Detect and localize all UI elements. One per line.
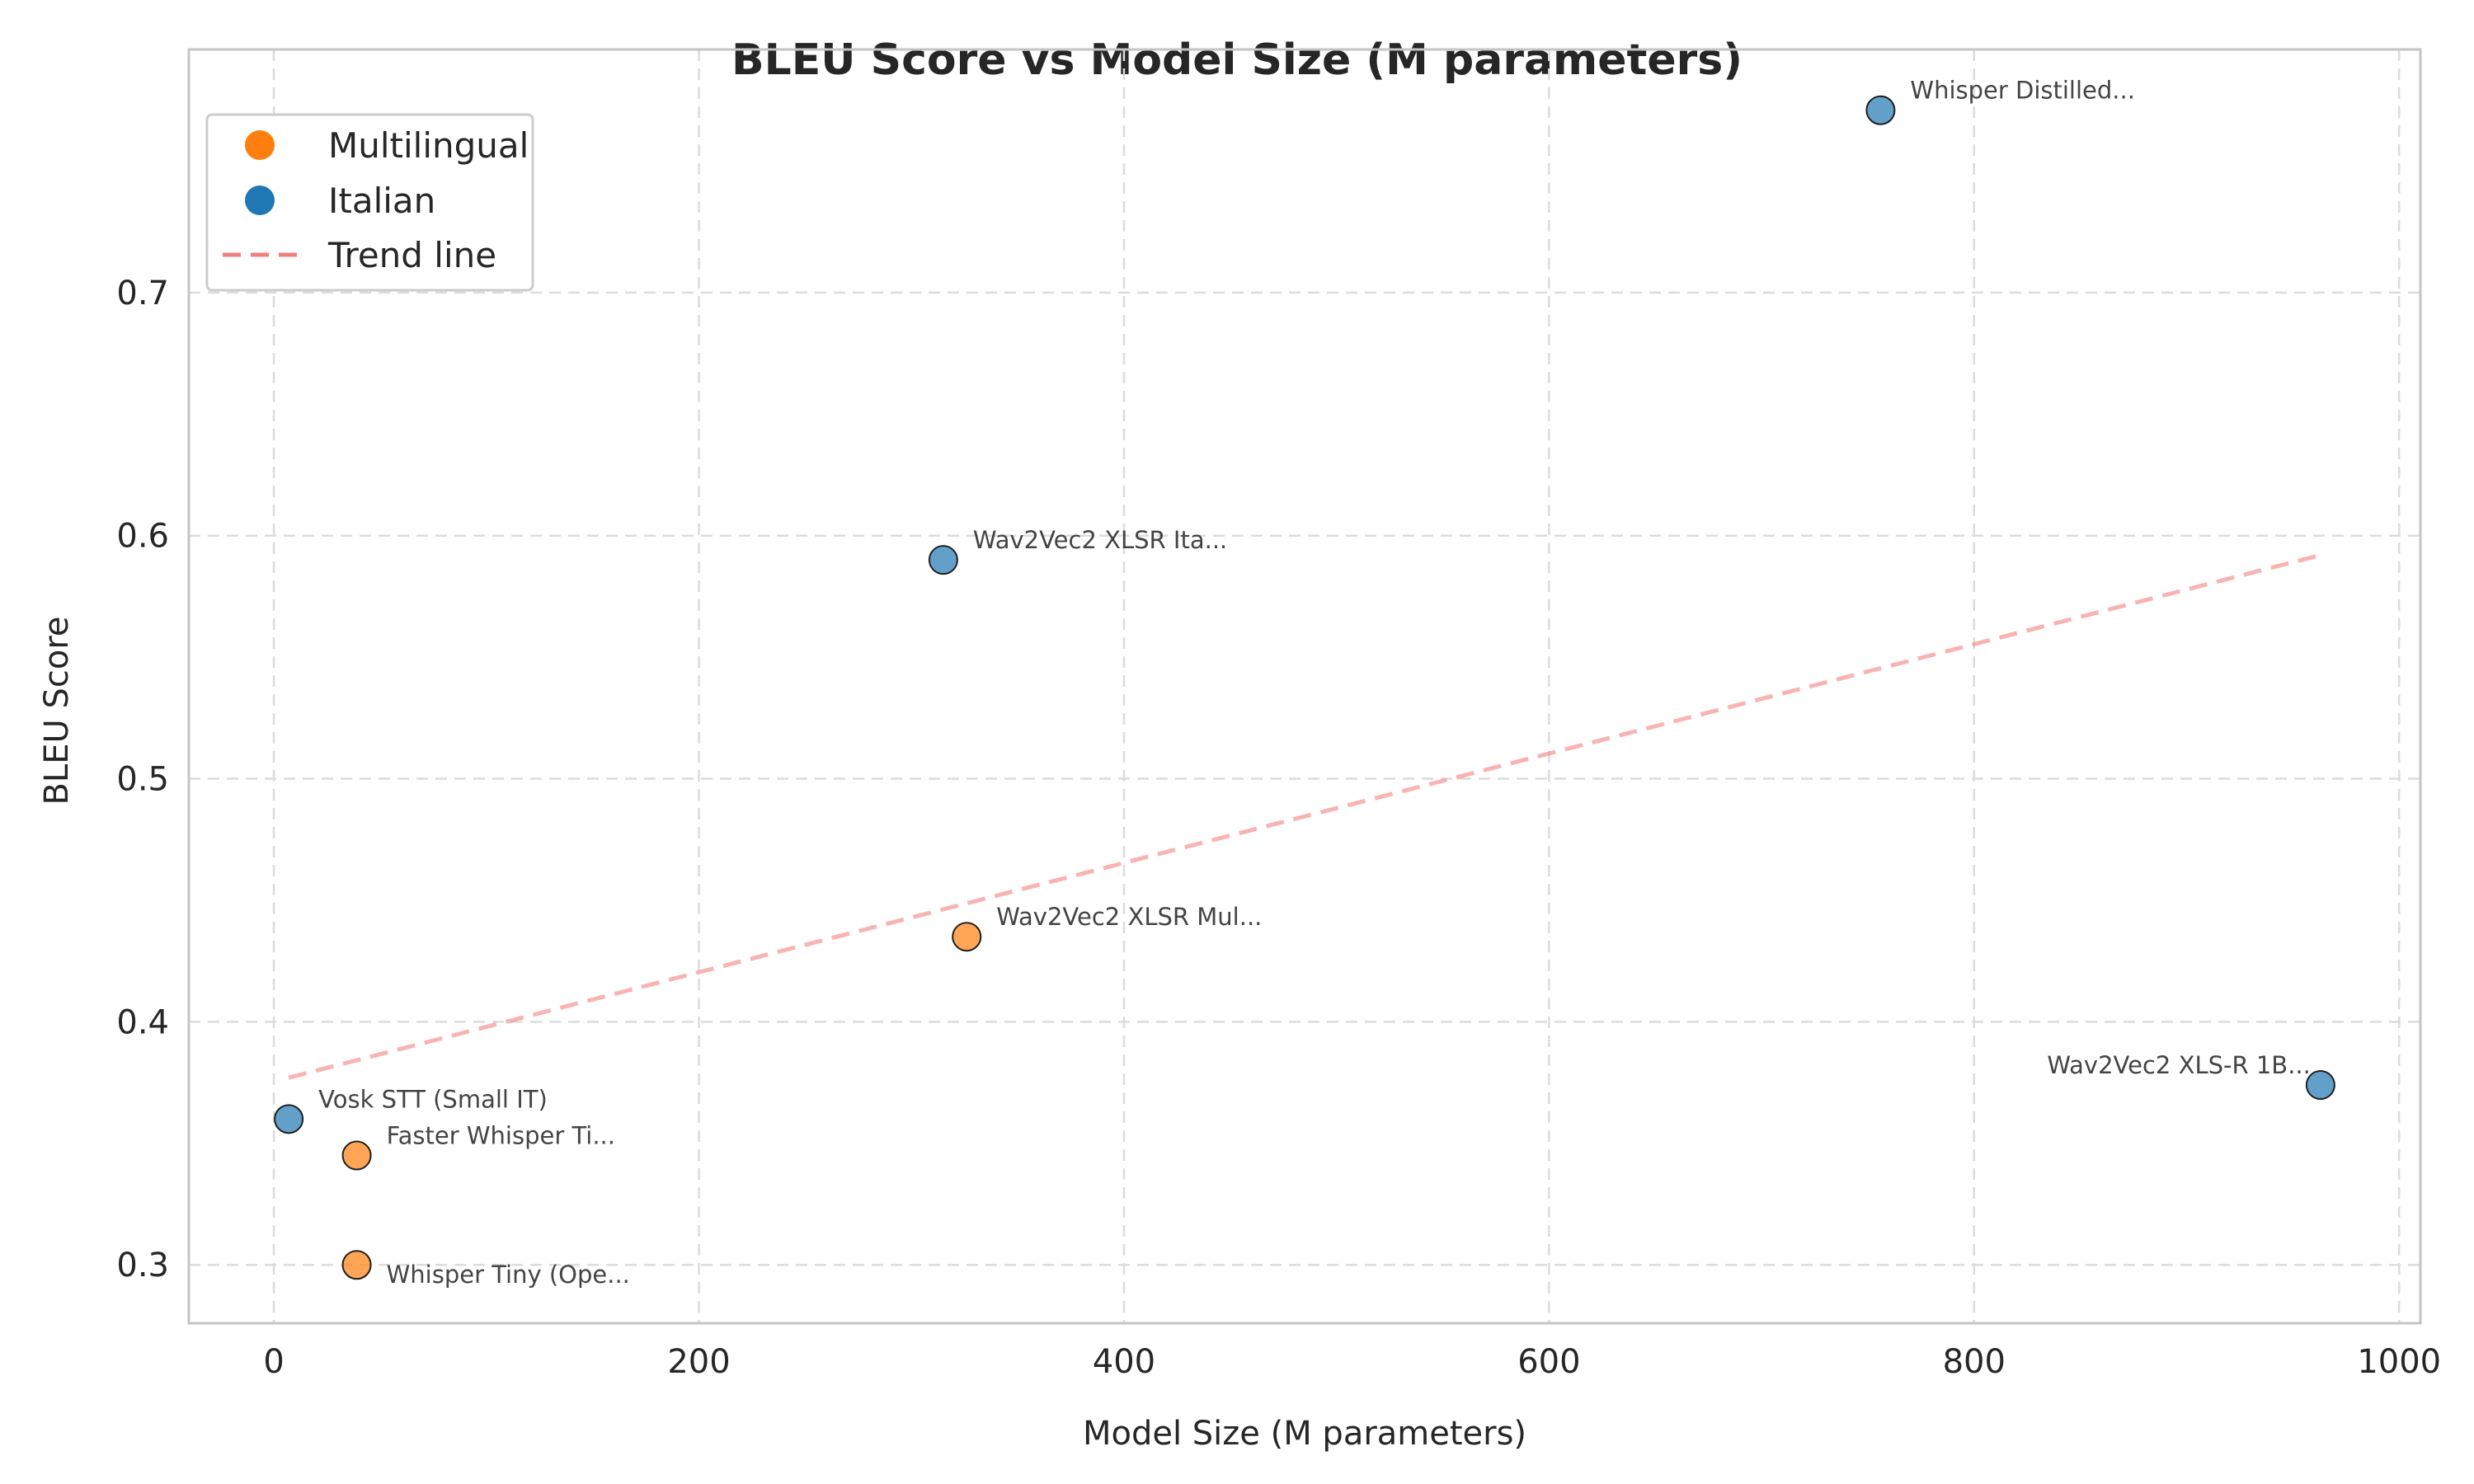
x-axis-label: Model Size (M parameters)	[1083, 1415, 1526, 1453]
data-point	[341, 1140, 372, 1171]
x-tick-label: 0	[263, 1343, 284, 1381]
x-tick-label: 400	[1093, 1343, 1155, 1381]
points-layer	[274, 95, 2335, 1280]
point-label: Wav2Vec2 XLS-R 1B...	[2047, 1051, 2311, 1079]
tick-labels: 0 200 400 600 800 1000 0.3 0.4 0.5 0.6 0.7	[116, 275, 2441, 1381]
point-labels-layer: Whisper Distilled... Wav2Vec2 XLSR Ita...…	[318, 77, 2311, 1289]
point-label: Vosk STT (Small IT)	[318, 1085, 548, 1113]
legend: Multilingual Italian Trend line	[205, 113, 534, 292]
chart-title: BLEU Score vs Model Size (M parameters)	[731, 35, 1743, 85]
point-label: Wav2Vec2 XLSR Mul...	[996, 903, 1262, 931]
y-tick-label: 0.5	[116, 761, 169, 799]
y-tick-label: 0.7	[116, 275, 169, 312]
plot-frame	[187, 48, 2422, 1325]
data-point	[928, 545, 958, 575]
y-tick-label: 0.4	[116, 1003, 169, 1041]
trend-line	[288, 552, 2321, 1080]
point-label: Whisper Tiny (Ope...	[387, 1261, 630, 1289]
legend-label-trend: Trend line	[327, 235, 496, 275]
point-label: Faster Whisper Ti...	[387, 1122, 615, 1150]
y-tick-label: 0.6	[116, 518, 169, 556]
x-tick-label: 200	[667, 1343, 730, 1381]
x-tick-label: 1000	[2357, 1343, 2441, 1381]
point-label: Wav2Vec2 XLSR Ita...	[973, 526, 1227, 554]
trend-layer	[288, 552, 2321, 1080]
data-point	[1865, 95, 1896, 125]
legend-label-multilingual: Multilingual	[328, 125, 529, 166]
x-tick-label: 800	[1943, 1343, 2006, 1381]
data-point	[341, 1250, 372, 1280]
y-axis-label: BLEU Score	[38, 616, 76, 805]
legend-marker-multilingual	[245, 130, 275, 160]
data-point	[952, 922, 982, 952]
data-point	[2305, 1070, 2335, 1101]
legend-label-italian: Italian	[328, 181, 435, 221]
data-point	[274, 1104, 304, 1134]
legend-box	[205, 113, 534, 292]
grid-layer	[189, 49, 2420, 1323]
legend-marker-italian	[245, 186, 275, 215]
point-label: Whisper Distilled...	[1910, 77, 2135, 105]
y-tick-label: 0.3	[116, 1247, 169, 1284]
x-tick-label: 600	[1517, 1343, 1580, 1381]
